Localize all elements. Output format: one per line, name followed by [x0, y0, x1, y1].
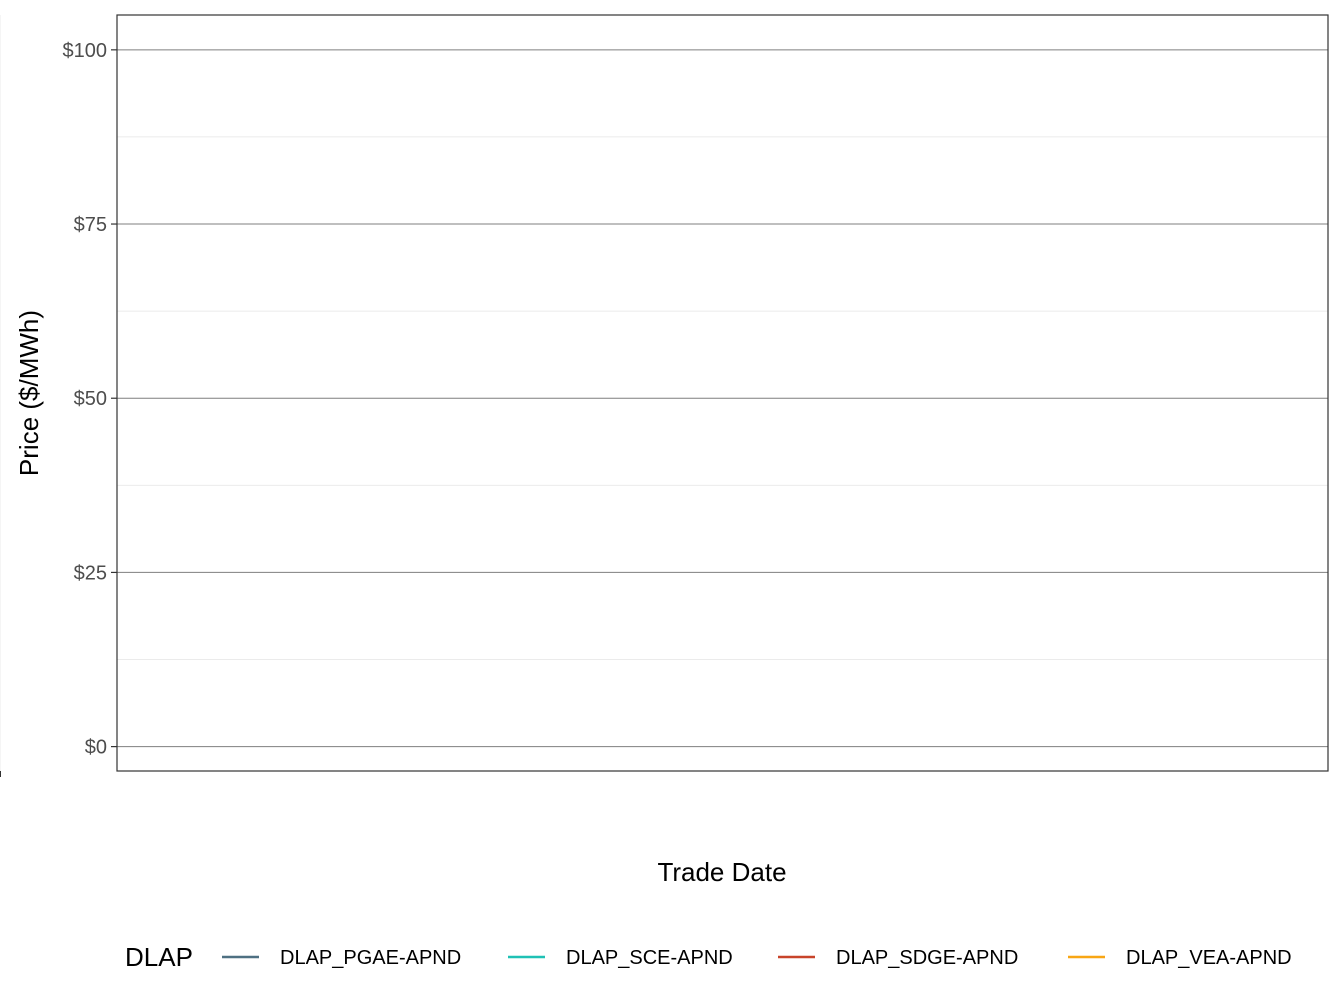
legend: DLAP DLAP_PGAE-APND DLAP_SCE-APND DLAP_SDG…	[125, 942, 1292, 972]
legend-title: DLAP	[125, 942, 193, 972]
plot-border	[116, 14, 1329, 772]
x-axis-title: Trade Date	[657, 857, 786, 887]
y-axis: $0 $25 $50 $75 $100	[63, 40, 117, 759]
legend-label-2: DLAP_SCE-APND	[566, 947, 733, 969]
legend-label-4: DLAP_VEA-APND	[1126, 947, 1292, 969]
grid-lines	[0, 15, 1328, 771]
y-tick-label: $100	[63, 40, 108, 62]
y-tick-label: $25	[74, 562, 107, 584]
legend-label-1: DLAP_PGAE-APND	[280, 947, 461, 969]
y-tick-label: $0	[85, 737, 107, 759]
legend-label-3: DLAP_SDGE-APND	[836, 947, 1018, 969]
y-tick-label: $75	[74, 214, 107, 236]
y-axis-title: Price ($/MWh)	[14, 310, 44, 476]
y-tick-label: $50	[74, 388, 107, 410]
